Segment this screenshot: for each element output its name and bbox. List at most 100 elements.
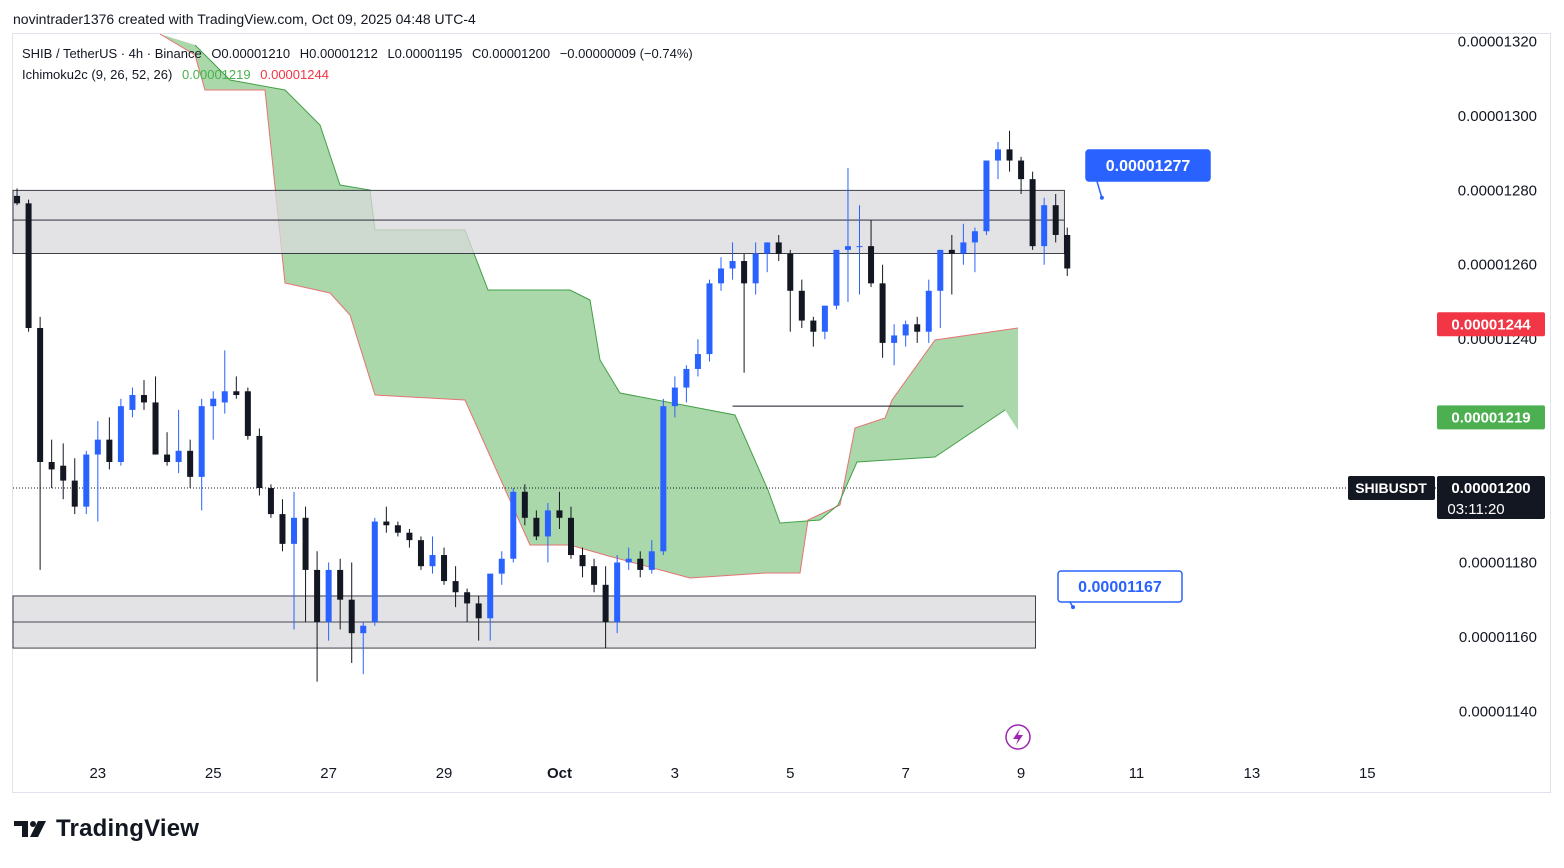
- y-tick-label: 0.00001300: [1458, 108, 1537, 125]
- candle-body-51: [602, 584, 609, 623]
- legend-open: O0.00001210: [211, 46, 291, 61]
- legend-symbol-row: SHIB / TetherUS · 4h · Binance O0.000012…: [22, 46, 699, 61]
- symbol-label-bg: [1348, 476, 1435, 501]
- candle-body-35: [417, 540, 424, 567]
- candle-body-28: [337, 569, 344, 600]
- candle-body-17: [210, 398, 217, 407]
- ichimoku-span-a-line: [194, 44, 1006, 524]
- candle-body-72: [844, 246, 851, 250]
- candle-body-81: [948, 249, 955, 254]
- candlestick-series: [14, 130, 1071, 682]
- candle-body-8: [106, 439, 113, 462]
- candle-body-77: [902, 324, 909, 336]
- candle-body-87: [1018, 160, 1025, 180]
- x-tick-label: Oct: [547, 765, 572, 782]
- candle-body-13: [164, 454, 171, 462]
- candle-body-50: [591, 566, 598, 585]
- x-tick-label: 15: [1359, 765, 1376, 782]
- candle-body-84: [983, 160, 990, 232]
- chart-misc: [1005, 724, 1031, 750]
- last-price-label-bg: [1437, 476, 1545, 520]
- candle-body-3: [48, 461, 55, 470]
- legend-close: C0.00001200: [472, 46, 551, 61]
- y-tick-label: 0.00001160: [1459, 629, 1537, 646]
- last-price-label: 0.00001200: [1451, 480, 1530, 497]
- candle-body-39: [464, 592, 471, 604]
- legend-high: H0.00001212: [299, 46, 378, 61]
- candle-body-23: [279, 514, 286, 544]
- candle-body-33: [394, 525, 401, 533]
- candle-body-41: [487, 573, 494, 619]
- candle-body-20: [244, 391, 251, 436]
- candle-body-31: [371, 521, 378, 623]
- candle-body-91: [1064, 234, 1071, 269]
- callout-box-0: [1085, 149, 1211, 182]
- price-label-red: 0.00001244: [1451, 316, 1531, 333]
- x-tick-label: 9: [1017, 765, 1025, 782]
- candle-body-56: [660, 406, 667, 552]
- callout-anchor-1: [1071, 605, 1076, 610]
- candle-body-4: [60, 465, 67, 481]
- candle-body-85: [994, 149, 1001, 161]
- candle-body-14: [175, 450, 182, 462]
- x-tick-label: 13: [1244, 765, 1261, 782]
- legend-indicator-row: Ichimoku2c (9, 26, 52, 26) 0.00001219 0.…: [22, 67, 335, 82]
- candle-body-10: [129, 395, 136, 410]
- candle-body-43: [510, 491, 517, 559]
- candle-body-42: [498, 558, 505, 574]
- candle-body-25: [302, 517, 309, 570]
- bar-countdown: 03:11:20: [1447, 501, 1504, 518]
- x-tick-label: 5: [786, 765, 794, 782]
- x-tick-label: 7: [902, 765, 910, 782]
- y-tick-label: 0.00001260: [1458, 257, 1537, 274]
- candle-body-48: [567, 517, 574, 556]
- candle-body-62: [729, 261, 736, 269]
- candle-body-32: [383, 521, 390, 526]
- x-tick-label: 23: [89, 765, 106, 782]
- candle-body-40: [475, 603, 482, 619]
- candle-body-90: [1052, 205, 1059, 235]
- callout-box-1: [1057, 570, 1183, 603]
- x-tick-label: 29: [436, 765, 453, 782]
- candle-body-37: [441, 555, 448, 582]
- price-label-green: 0.00001219: [1451, 409, 1530, 426]
- y-tick-label: 0.00001280: [1458, 182, 1537, 199]
- candle-body-6: [83, 454, 90, 507]
- tradingview-logo[interactable]: TradingView: [14, 815, 199, 843]
- candle-body-59: [694, 354, 701, 369]
- symbol-label: SHIBUSDT: [1355, 480, 1427, 496]
- candle-body-89: [1041, 205, 1048, 247]
- legend-indicator[interactable]: Ichimoku2c (9, 26, 52, 26): [22, 67, 173, 82]
- candle-body-66: [775, 242, 782, 254]
- candle-body-15: [187, 450, 194, 477]
- y-tick-label: 0.00001320: [1458, 33, 1537, 50]
- candle-body-45: [533, 517, 540, 537]
- candle-body-58: [683, 368, 690, 388]
- x-tick-label: 11: [1129, 765, 1145, 782]
- chart-attribution: novintrader1376 created with TradingView…: [13, 11, 476, 27]
- candle-body-76: [891, 335, 898, 343]
- zone-rect-0: [12, 189, 1065, 254]
- candle-body-11: [140, 395, 147, 403]
- candle-body-69: [810, 320, 817, 332]
- tradingview-logo-icon: [14, 821, 46, 837]
- candle-body-22: [267, 488, 274, 515]
- candle-body-75: [879, 283, 886, 343]
- callout-anchor-0: [1099, 195, 1104, 200]
- candle-body-73: [856, 246, 863, 248]
- candle-body-0: [14, 195, 21, 204]
- y-tick-label: 0.00001140: [1459, 703, 1537, 720]
- candle-body-34: [406, 532, 413, 541]
- candle-body-57: [671, 387, 678, 407]
- price-label-bg-green: [1437, 405, 1545, 430]
- legend-low: L0.00001195: [387, 46, 463, 61]
- legend-symbol: SHIB / TetherUS · 4h · Binance: [22, 46, 202, 61]
- candle-body-67: [787, 253, 794, 291]
- candle-body-16: [198, 406, 205, 477]
- candle-body-19: [233, 391, 240, 395]
- support-resistance-zones: [12, 189, 1065, 649]
- candle-body-86: [1006, 149, 1013, 161]
- candle-body-80: [937, 249, 944, 291]
- candle-body-54: [637, 558, 644, 570]
